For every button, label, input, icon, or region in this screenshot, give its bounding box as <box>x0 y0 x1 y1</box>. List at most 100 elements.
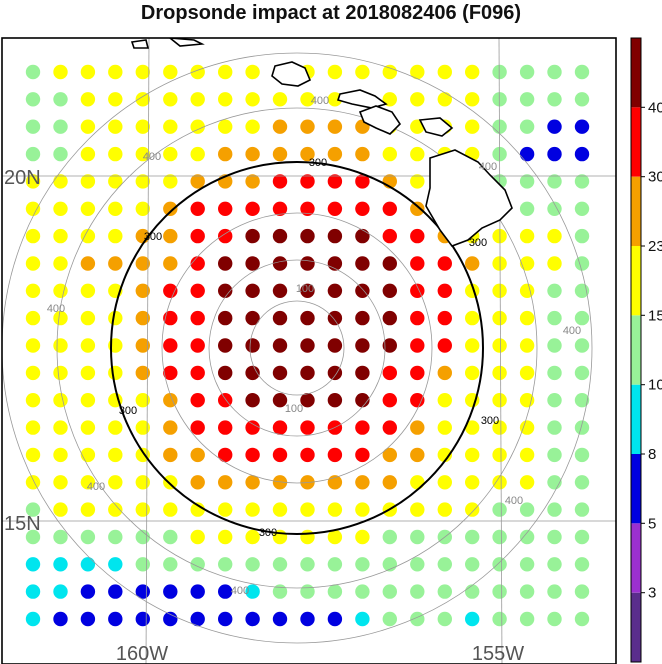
ring-label-100: 100 <box>285 403 303 415</box>
impact-dot <box>547 447 562 463</box>
colorbar-swatch <box>631 454 641 524</box>
chart-title: Dropsonde impact at 2018082406 (F096) <box>140 2 522 24</box>
colorbar-swatch <box>631 38 641 108</box>
impact-dot <box>80 557 96 572</box>
impact-dot <box>25 201 41 216</box>
impact-dot <box>108 119 123 134</box>
impact-dot <box>410 475 425 490</box>
impact-dot <box>547 64 562 80</box>
impact-dot <box>465 365 480 381</box>
ring-label-300: 300 <box>309 157 327 169</box>
impact-dot <box>272 119 288 134</box>
impact-dot <box>190 502 205 517</box>
impact-dot <box>327 393 343 408</box>
colorbar-swatch <box>631 523 641 593</box>
impact-dot <box>327 201 343 216</box>
impact-dot <box>574 502 590 517</box>
impact-dot <box>410 584 425 599</box>
impact-dot <box>25 611 41 627</box>
impact-dot <box>245 447 260 463</box>
impact-dot <box>410 447 425 463</box>
impact-dot <box>218 557 233 572</box>
ring-label-400: 400 <box>47 303 65 315</box>
impact-dot <box>300 119 315 134</box>
impact-dot <box>272 502 288 517</box>
impact-dot <box>272 174 288 189</box>
impact-dot <box>519 338 535 353</box>
impact-dot <box>300 393 315 408</box>
impact-dot <box>327 611 343 627</box>
impact-dot <box>355 310 370 326</box>
impact-dot <box>53 256 68 271</box>
impact-dot <box>108 584 123 599</box>
impact-dot <box>53 201 68 216</box>
impact-dot <box>218 475 233 490</box>
impact-dot <box>300 256 315 271</box>
impact-dot <box>108 310 123 326</box>
impact-dot <box>437 64 452 80</box>
impact-dot <box>300 310 315 326</box>
impact-dot <box>53 365 68 381</box>
impact-dot <box>355 529 370 545</box>
impact-dot <box>163 502 178 517</box>
impact-dot <box>519 447 535 463</box>
impact-dot <box>547 584 562 599</box>
impact-dot <box>437 447 452 463</box>
impact-dot <box>163 611 178 627</box>
island-niihau <box>168 38 205 47</box>
impact-dot <box>53 146 68 162</box>
ring-label-300: 300 <box>259 527 277 539</box>
island-kauai <box>271 61 312 87</box>
impact-dot <box>108 92 123 107</box>
impact-dot <box>218 420 233 435</box>
impact-dot <box>465 502 480 517</box>
impact-dot <box>437 393 452 408</box>
impact-dot <box>492 447 507 463</box>
impact-dot <box>465 338 480 353</box>
impact-dot <box>465 584 480 599</box>
ring-300 <box>110 161 484 535</box>
impact-dot <box>574 338 590 353</box>
impact-dot <box>218 502 233 517</box>
impact-dot <box>519 146 535 162</box>
impact-dot <box>410 283 425 298</box>
colorbar-tick-label: 15 <box>648 307 662 324</box>
impact-dot <box>53 338 68 353</box>
impact-dot <box>190 283 205 298</box>
coastline-islands <box>130 38 513 247</box>
impact-dot <box>492 256 507 271</box>
impact-dot <box>108 228 123 244</box>
impact-dot <box>135 92 150 107</box>
impact-dot <box>574 611 590 627</box>
impact-dot <box>547 174 562 189</box>
impact-dot <box>355 447 370 463</box>
impact-dot <box>163 119 178 134</box>
impact-dot <box>410 557 425 572</box>
impact-dot <box>437 283 452 298</box>
impact-dot <box>382 201 397 216</box>
impact-dot <box>190 64 205 80</box>
impact-dot <box>80 420 96 435</box>
impact-dot <box>163 201 178 216</box>
impact-dot <box>163 174 178 189</box>
impact-dot <box>135 146 150 162</box>
impact-dot <box>410 420 425 435</box>
impact-dot <box>300 92 315 107</box>
impact-dot <box>492 502 507 517</box>
impact-dot <box>300 174 315 189</box>
impact-dot <box>327 146 343 162</box>
impact-dot <box>80 228 96 244</box>
impact-dot <box>163 557 178 572</box>
impact-dot <box>547 502 562 517</box>
impact-dot <box>108 502 123 517</box>
impact-dot <box>190 174 205 189</box>
impact-dot <box>574 201 590 216</box>
impact-dot <box>519 502 535 517</box>
impact-dot <box>382 92 397 107</box>
impact-dot <box>492 611 507 627</box>
impact-dot <box>437 338 452 353</box>
impact-dot <box>135 420 150 435</box>
impact-dot <box>245 310 260 326</box>
impact-dot <box>190 228 205 244</box>
impact-dot <box>245 611 260 627</box>
